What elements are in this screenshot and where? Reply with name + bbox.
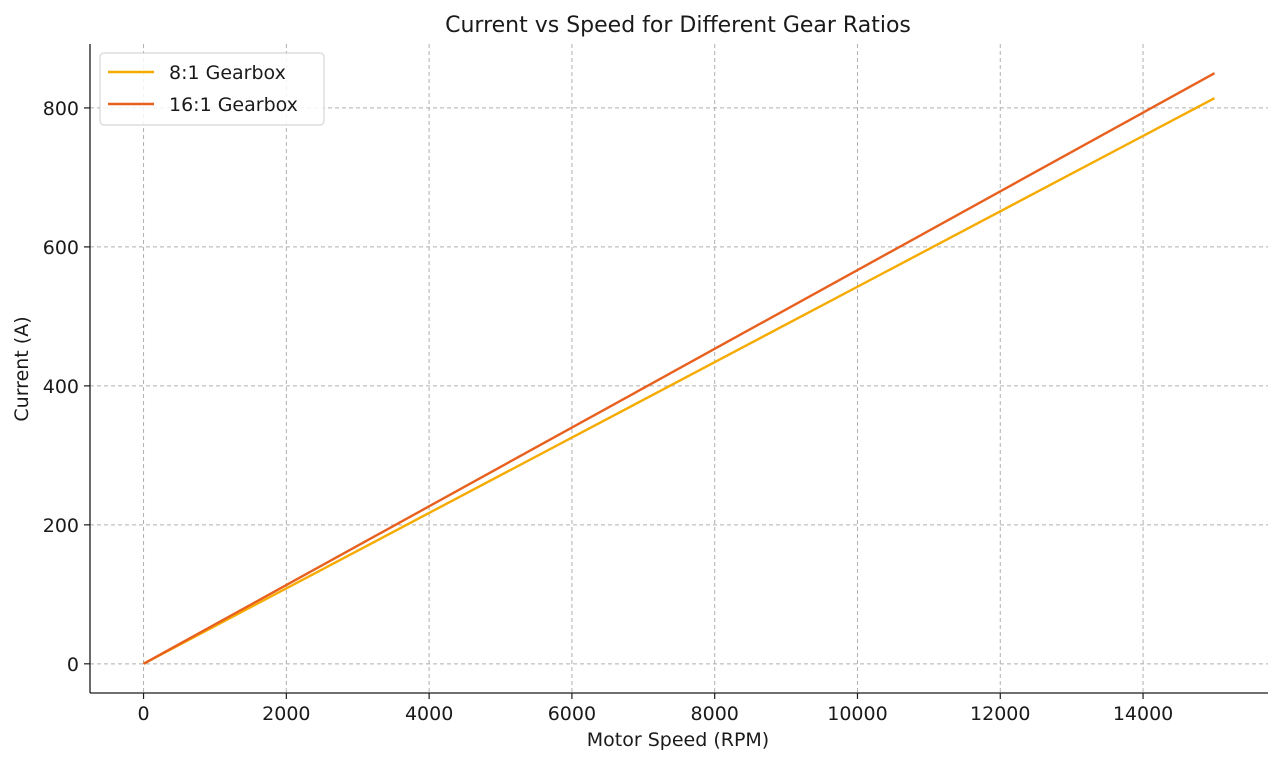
- x-axis-ticks: 0 2000 4000 6000 8000 10000 12000 14000: [137, 693, 1173, 725]
- y-tick-label-2: 400: [43, 376, 79, 398]
- x-tick-label-3: 6000: [548, 703, 596, 725]
- series-group: [142, 72, 1216, 665]
- legend: 8:1 Gearbox 16:1 Gearbox: [99, 52, 325, 126]
- x-tick-label-2: 4000: [405, 703, 453, 725]
- grid: [90, 44, 1268, 693]
- legend-box: [99, 52, 325, 126]
- x-tick-label-1: 2000: [262, 703, 310, 725]
- legend-label-0: 8:1 Gearbox: [169, 62, 286, 84]
- y-tick-label-0: 0: [67, 654, 79, 676]
- x-tick-label-6: 12000: [970, 703, 1030, 725]
- chart-title: Current vs Speed for Different Gear Rati…: [445, 13, 911, 38]
- x-axis-label: Motor Speed (RPM): [587, 729, 769, 751]
- y-tick-label-4: 800: [43, 98, 79, 120]
- y-tick-label-3: 600: [43, 237, 79, 259]
- x-tick-label-4: 8000: [691, 703, 739, 725]
- x-tick-label-5: 10000: [827, 703, 887, 725]
- legend-label-1: 16:1 Gearbox: [169, 94, 298, 116]
- x-tick-label-0: 0: [137, 703, 149, 725]
- y-axis-ticks: 0 200 400 600 800: [43, 98, 90, 676]
- y-axis-label: Current (A): [11, 316, 33, 421]
- series-line-0: [142, 97, 1216, 665]
- y-tick-label-1: 200: [43, 515, 79, 537]
- series-line-1: [142, 72, 1216, 665]
- x-tick-label-7: 14000: [1113, 703, 1173, 725]
